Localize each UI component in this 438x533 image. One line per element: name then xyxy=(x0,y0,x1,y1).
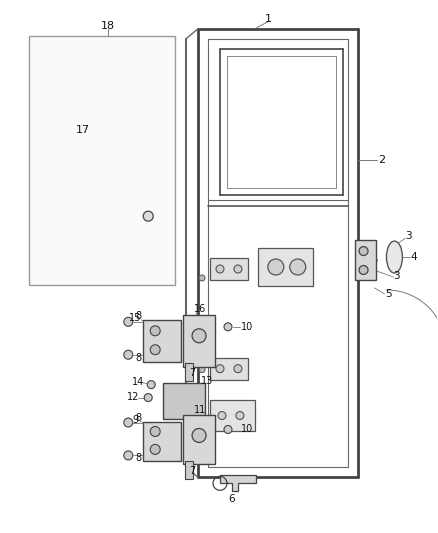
Bar xyxy=(210,258,248,280)
Circle shape xyxy=(359,265,368,274)
Circle shape xyxy=(143,211,153,221)
Circle shape xyxy=(234,365,242,373)
Circle shape xyxy=(144,393,152,401)
Circle shape xyxy=(124,350,133,359)
Bar xyxy=(143,320,181,362)
Circle shape xyxy=(218,411,226,419)
Text: 4: 4 xyxy=(410,252,417,262)
Circle shape xyxy=(359,247,368,255)
Bar xyxy=(143,422,181,462)
Text: 14: 14 xyxy=(132,377,145,386)
Text: 8: 8 xyxy=(135,311,141,321)
Ellipse shape xyxy=(386,241,403,273)
Text: 16: 16 xyxy=(194,304,206,314)
Text: 2: 2 xyxy=(378,155,385,165)
Bar xyxy=(185,362,193,381)
Circle shape xyxy=(150,326,160,336)
Circle shape xyxy=(216,265,224,273)
Text: 7: 7 xyxy=(189,466,195,477)
Bar xyxy=(28,36,175,285)
Circle shape xyxy=(224,323,232,331)
Bar xyxy=(258,248,313,286)
Text: 13: 13 xyxy=(201,376,213,386)
Bar xyxy=(185,462,193,479)
Circle shape xyxy=(192,429,206,442)
Text: 6: 6 xyxy=(229,494,235,504)
Text: 8: 8 xyxy=(135,353,141,363)
Circle shape xyxy=(268,259,284,275)
Circle shape xyxy=(234,265,242,273)
Bar xyxy=(210,400,255,432)
Bar xyxy=(210,358,248,379)
Polygon shape xyxy=(220,475,256,491)
Circle shape xyxy=(236,411,244,419)
Polygon shape xyxy=(355,240,377,280)
Circle shape xyxy=(124,418,133,427)
Text: 17: 17 xyxy=(75,125,89,135)
Circle shape xyxy=(199,367,205,373)
Text: 11: 11 xyxy=(194,405,206,415)
Text: 7: 7 xyxy=(189,368,195,378)
Text: 8: 8 xyxy=(135,454,141,463)
Circle shape xyxy=(192,329,206,343)
Circle shape xyxy=(150,445,160,455)
Circle shape xyxy=(124,451,133,460)
Text: 8: 8 xyxy=(135,413,141,423)
Text: 15: 15 xyxy=(129,313,141,323)
Circle shape xyxy=(150,426,160,437)
Bar xyxy=(183,315,215,367)
Bar xyxy=(163,383,205,418)
Circle shape xyxy=(124,317,133,326)
Text: 1: 1 xyxy=(265,14,272,24)
Text: 10: 10 xyxy=(241,424,253,434)
Text: 3: 3 xyxy=(405,231,412,241)
Text: 3: 3 xyxy=(393,271,400,281)
Text: 12: 12 xyxy=(127,392,139,401)
Bar xyxy=(183,415,215,464)
Text: 5: 5 xyxy=(385,289,392,299)
Circle shape xyxy=(224,425,232,433)
Circle shape xyxy=(290,259,306,275)
Circle shape xyxy=(147,381,155,389)
Text: 18: 18 xyxy=(101,21,116,31)
Text: 10: 10 xyxy=(241,322,253,332)
Circle shape xyxy=(216,365,224,373)
Circle shape xyxy=(199,275,205,281)
Circle shape xyxy=(150,345,160,355)
Text: 9: 9 xyxy=(132,415,138,424)
